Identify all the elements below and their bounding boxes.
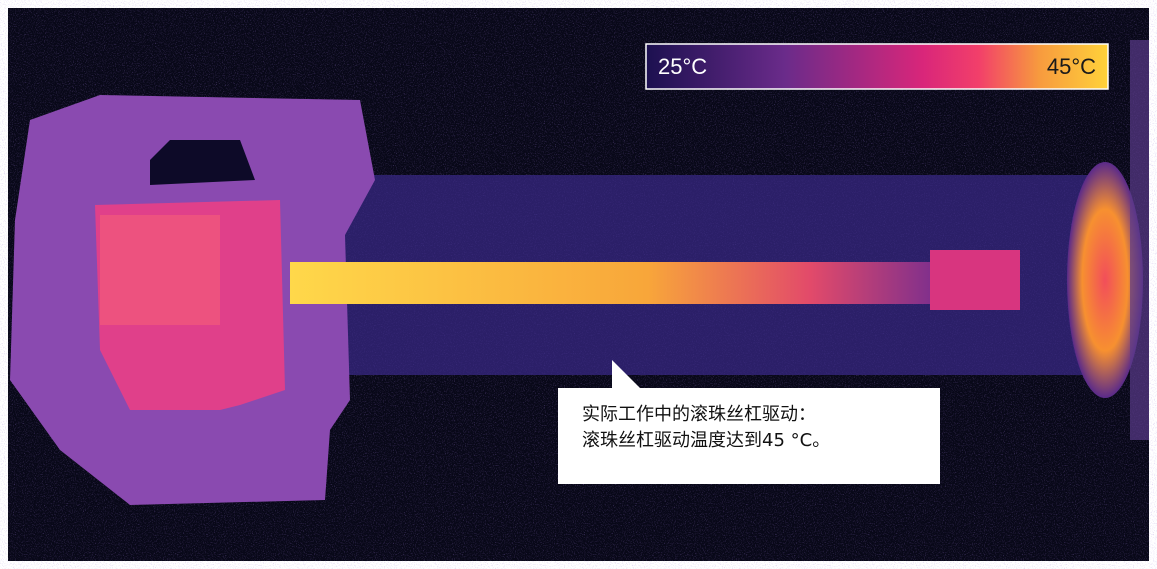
colorbar-min-label: 25°C [658, 44, 707, 89]
ball-screw [290, 262, 940, 304]
callout: 实际工作中的滚珠丝杠驱动： 滚珠丝杠驱动温度达到45 °C。 [558, 388, 940, 484]
callout-line: 滚珠丝杠驱动温度达到45 °C。 [582, 428, 916, 454]
callout-line: 实际工作中的滚珠丝杠驱动： [582, 402, 916, 428]
carriage-core [100, 215, 220, 325]
carriage-cutout [150, 140, 255, 185]
edge [1130, 40, 1149, 440]
thermal-image-panel: 25°C 45°C 实际工作中的滚珠丝杠驱动： 滚珠丝杠驱动温度达到45 °C。 [0, 0, 1157, 569]
bearing-block [930, 250, 1020, 310]
colorbar-max-label: 45°C [1000, 44, 1096, 89]
